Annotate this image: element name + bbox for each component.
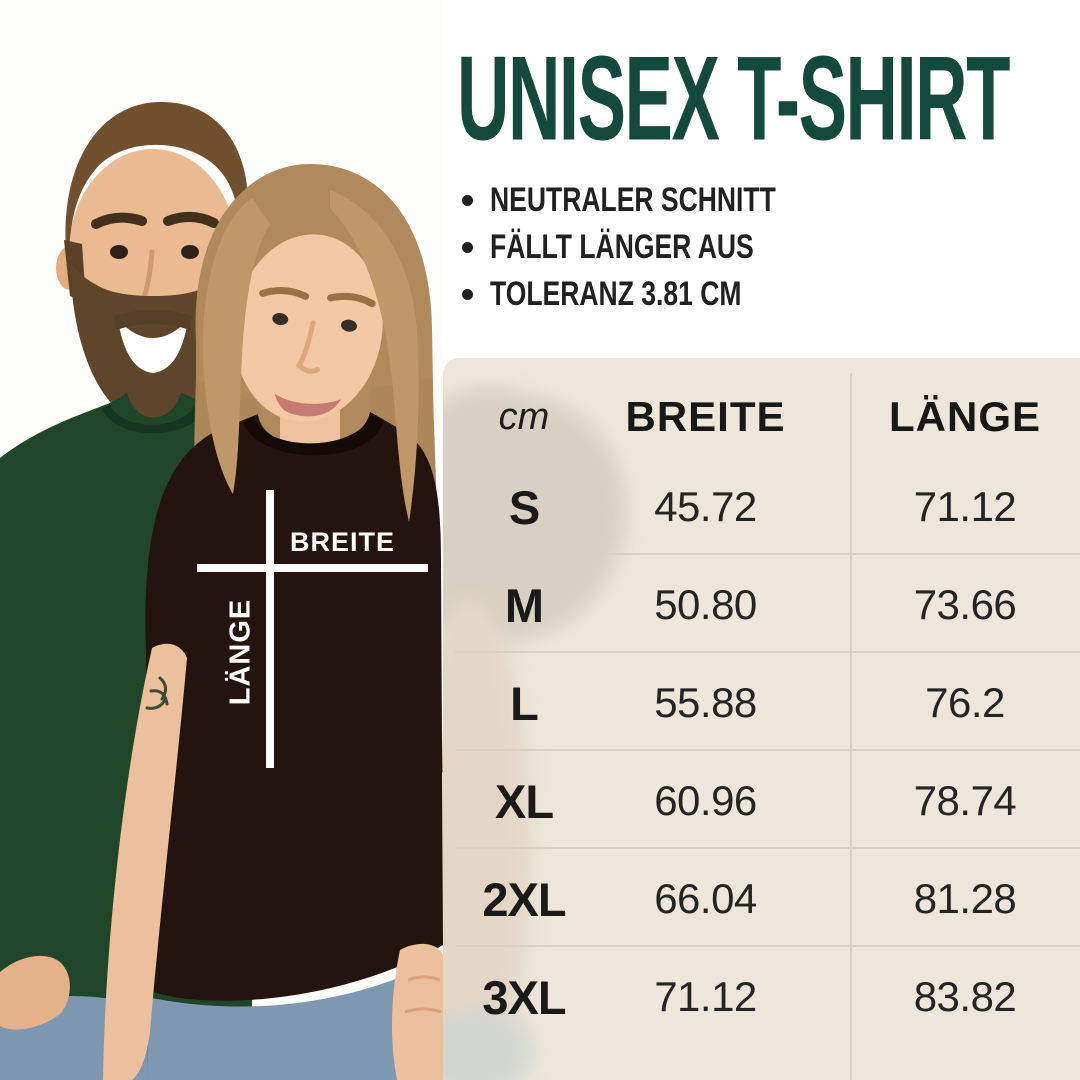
feature-text: FÄLLT LÄNGER AUS: [490, 227, 754, 266]
feature-item: NEUTRALER SCHNITT: [462, 180, 856, 219]
breite-value: 66.04: [654, 875, 757, 922]
laenge-value: 76.2: [925, 679, 1005, 726]
breite-value: 50.80: [654, 581, 757, 628]
size-cell: XL: [494, 774, 554, 828]
row-divider: [455, 847, 1080, 849]
page-title: UNISEX T-SHIRT: [457, 48, 1010, 166]
table-header-laenge: LÄNGE: [889, 393, 1041, 440]
feature-item: TOLERANZ 3.81 CM: [462, 274, 856, 313]
size-table-panel: cm BREITE LÄNGE S 45.72 71.12 M 50.80 73…: [443, 358, 1080, 1080]
row-divider: [455, 651, 1080, 653]
size-cell: L: [510, 676, 539, 730]
bullet-icon: [462, 288, 473, 300]
size-cell: 2XL: [482, 872, 566, 926]
shirt-width-label: BREITE: [290, 527, 396, 557]
feature-text: NEUTRALER SCHNITT: [490, 180, 776, 219]
couple-photo-illustration: [0, 101, 443, 1080]
length-measure-line: [266, 490, 274, 768]
size-table: cm BREITE LÄNGE S 45.72 71.12 M 50.80 73…: [443, 358, 1080, 1080]
row-divider: [455, 553, 1080, 555]
headline-wrap: UNISEX T-SHIRT: [457, 48, 1012, 166]
laenge-value: 71.12: [913, 483, 1017, 530]
table-header-unit: cm: [498, 395, 550, 438]
bullet-icon: [462, 241, 473, 253]
size-cell: S: [508, 480, 540, 534]
table-header-breite: BREITE: [625, 393, 786, 440]
shirt-length-label: LÄNGE: [224, 598, 257, 706]
size-cell: M: [504, 578, 544, 632]
feature-item: FÄLLT LÄNGER AUS: [462, 227, 856, 266]
breite-value: 60.96: [654, 777, 757, 824]
breite-value: 45.72: [654, 483, 757, 530]
feature-text: TOLERANZ 3.81 CM: [490, 274, 742, 313]
laenge-value: 78.74: [913, 777, 1017, 824]
laenge-value: 83.82: [913, 973, 1017, 1020]
row-divider: [455, 945, 1080, 947]
breite-value: 71.12: [654, 973, 757, 1020]
laenge-value: 81.28: [913, 875, 1017, 922]
breite-value: 55.88: [654, 679, 757, 726]
width-measure-line: [197, 564, 428, 572]
bullet-icon: [462, 194, 473, 206]
size-cell: 3XL: [482, 970, 566, 1024]
couple-photo: BREITE LÄNGE: [0, 0, 443, 1080]
column-divider: [850, 373, 852, 1080]
feature-list: NEUTRALER SCHNITT FÄLLT LÄNGER AUS TOLER…: [462, 180, 856, 313]
laenge-value: 73.66: [913, 581, 1017, 628]
row-divider: [455, 749, 1080, 751]
